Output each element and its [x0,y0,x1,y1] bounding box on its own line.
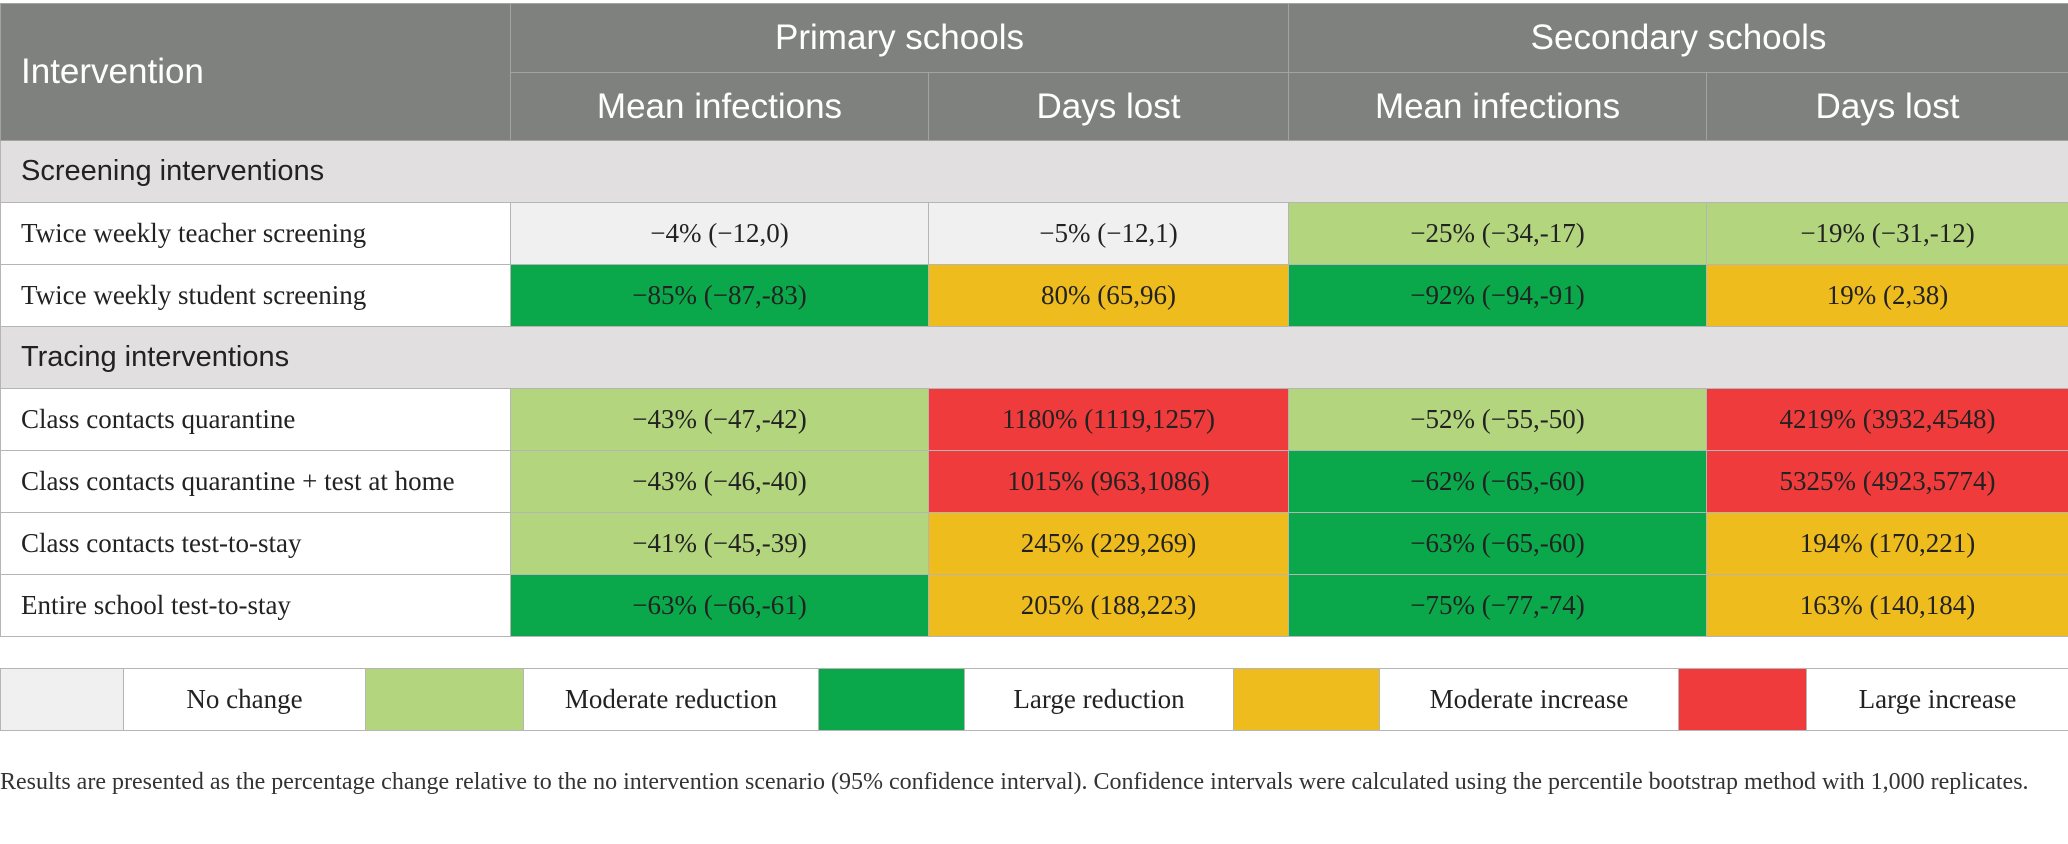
row-label: Class contacts quarantine + test at home [0,450,511,513]
secondary-days-lost-cell: −19% (−31,-12) [1706,202,2068,265]
secondary-mean-infections-header: Mean infections [1288,72,1708,141]
table-row: Twice weekly student screening −85% (−87… [0,264,2068,327]
primary-mean-infections-cell: −63% (−66,-61) [510,574,929,637]
secondary-days-lost-cell: 4219% (3932,4548) [1706,388,2068,451]
primary-mean-infections-cell: −85% (−87,-83) [510,264,929,327]
secondary-days-lost-header: Days lost [1706,72,2068,141]
primary-days-lost-cell: −5% (−12,1) [927,202,1290,265]
primary-days-lost-cell: 80% (65,96) [927,264,1290,327]
row-label: Class contacts test-to-stay [0,512,511,575]
primary-days-lost-header: Days lost [927,72,1290,141]
section-title: Tracing interventions [0,326,2068,389]
table-row: Class contacts quarantine + test at home… [0,450,2068,513]
secondary-mean-infections-cell: −62% (−65,-60) [1288,450,1708,513]
section-row-tracing: Tracing interventions [0,326,2068,389]
results-table: Intervention Primary schools Secondary s… [0,3,2068,637]
legend-swatch-no-change [0,668,124,731]
intervention-header: Intervention [0,3,511,141]
secondary-schools-header: Secondary schools [1288,3,2068,73]
primary-days-lost-cell: 1015% (963,1086) [927,450,1290,513]
row-label: Twice weekly student screening [0,264,511,327]
legend-label-moderate-reduction: Moderate reduction [523,668,819,731]
secondary-days-lost-cell: 163% (140,184) [1706,574,2068,637]
row-label: Class contacts quarantine [0,388,511,451]
primary-mean-infections-cell: −43% (−46,-40) [510,450,929,513]
legend-label-moderate-increase: Moderate increase [1379,668,1679,731]
primary-mean-infections-cell: −4% (−12,0) [510,202,929,265]
table-row: Class contacts test-to-stay −41% (−45,-3… [0,512,2068,575]
secondary-mean-infections-cell: −63% (−65,-60) [1288,512,1708,575]
legend-label-no-change: No change [123,668,366,731]
secondary-mean-infections-cell: −92% (−94,-91) [1288,264,1708,327]
secondary-mean-infections-cell: −25% (−34,-17) [1288,202,1708,265]
primary-days-lost-cell: 245% (229,269) [927,512,1290,575]
primary-schools-header: Primary schools [509,3,1290,73]
legend-swatch-moderate-reduction [365,668,524,731]
color-legend: No change Moderate reduction Large reduc… [0,668,2068,731]
secondary-days-lost-cell: 194% (170,221) [1706,512,2068,575]
legend-swatch-moderate-increase [1233,668,1380,731]
legend-label-large-reduction: Large reduction [964,668,1234,731]
primary-days-lost-cell: 1180% (1119,1257) [927,388,1290,451]
primary-mean-infections-cell: −41% (−45,-39) [510,512,929,575]
table-row: Class contacts quarantine −43% (−47,-42)… [0,388,2068,451]
table-row: Twice weekly teacher screening −4% (−12,… [0,202,2068,265]
table-footnote: Results are presented as the percentage … [0,769,2029,795]
legend-swatch-large-reduction [818,668,965,731]
legend-swatch-large-increase [1678,668,1807,731]
row-label: Entire school test-to-stay [0,574,511,637]
section-title: Screening interventions [0,140,2068,203]
row-label: Twice weekly teacher screening [0,202,511,265]
secondary-mean-infections-cell: −52% (−55,-50) [1288,388,1708,451]
section-row-screening: Screening interventions [0,140,2068,203]
legend-label-large-increase: Large increase [1806,668,2068,731]
primary-mean-infections-header: Mean infections [510,72,929,141]
secondary-mean-infections-cell: −75% (−77,-74) [1288,574,1708,637]
secondary-days-lost-cell: 5325% (4923,5774) [1706,450,2068,513]
table-row: Entire school test-to-stay −63% (−66,-61… [0,574,2068,637]
primary-days-lost-cell: 205% (188,223) [927,574,1290,637]
secondary-days-lost-cell: 19% (2,38) [1706,264,2068,327]
primary-mean-infections-cell: −43% (−47,-42) [510,388,929,451]
